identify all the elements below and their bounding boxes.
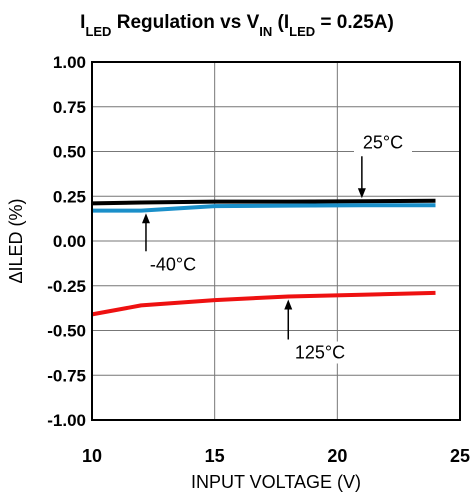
x-tick-label: 25 [450,446,470,466]
annotations: 25°C -40°C 125°C [141,131,412,364]
x-tick-label: 15 [205,446,225,466]
series-line-0 [91,198,436,206]
series-lines [91,198,436,317]
y-tick-label: 0.50 [53,143,86,162]
y-axis-label: ΔILED (%) [6,198,26,283]
annotation-2: 125°C [284,299,349,364]
y-tick-label: 0.25 [53,187,86,206]
y-axis-ticks: 1.00 0.75 0.50 0.25 0.00 -0.25 -0.50 -0.75 -1.00 [47,53,86,430]
annotation-bg [354,131,412,154]
x-tick-label: 20 [327,446,347,466]
annotation-label: -40°C [150,254,196,274]
annotation-label: 125°C [295,342,345,362]
x-tick-label: 10 [82,446,102,466]
annotation-arrow-head [141,213,150,224]
y-tick-label: 0.00 [53,232,86,251]
annotation-bg [291,341,349,364]
y-tick-label: -1.00 [47,411,86,430]
y-tick-label: -0.50 [47,322,86,341]
plot-frame [91,61,461,421]
annotation-0: 25°C [354,131,412,199]
y-tick-label: -0.25 [47,277,86,296]
x-axis-label: INPUT VOLTAGE (V) [191,472,361,492]
annotation-1: -40°C [141,213,202,276]
x-axis-ticks: 10 15 20 25 [82,446,470,466]
y-tick-label: -0.75 [47,366,86,385]
annotation-label: 25°C [363,132,403,152]
series-line-2 [91,290,436,317]
annotation-arrow-head [357,188,366,199]
annotation-arrow-head [284,299,293,310]
chart-title: ILED Regulation vs VIN (ILED = 0.25A) [80,12,394,39]
y-tick-label: 1.00 [53,53,86,72]
grid [92,62,460,420]
annotation-bg [144,253,202,276]
series-line-1 [92,203,436,213]
y-tick-label: 0.75 [53,98,86,117]
